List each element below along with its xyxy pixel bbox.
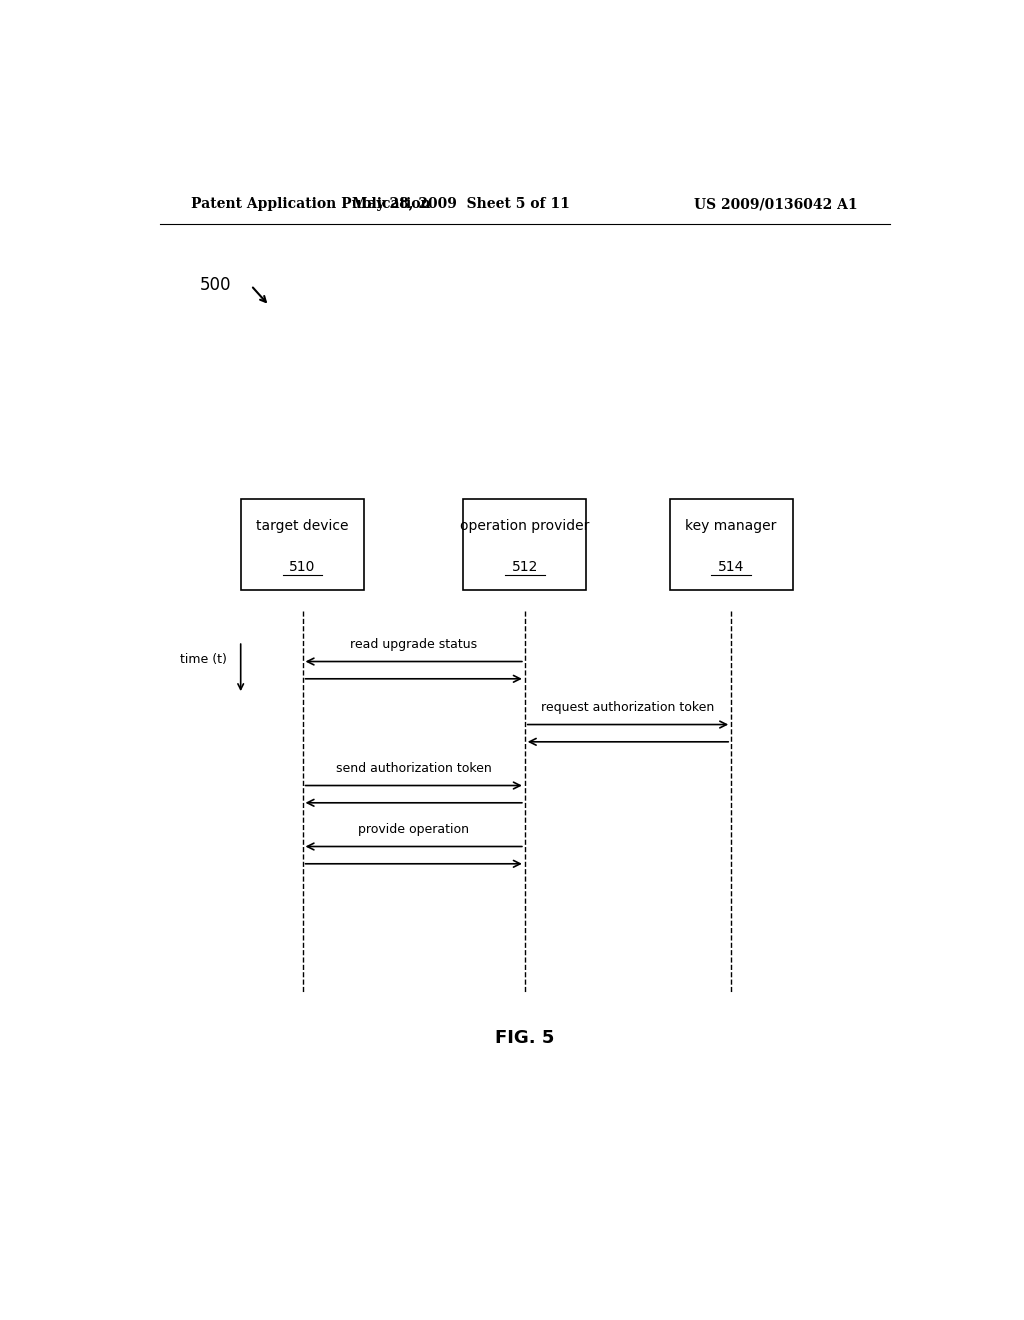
Text: read upgrade status: read upgrade status bbox=[350, 639, 477, 651]
Text: provide operation: provide operation bbox=[358, 824, 469, 837]
Text: 510: 510 bbox=[290, 560, 315, 574]
Text: 514: 514 bbox=[718, 560, 744, 574]
Text: May 28, 2009  Sheet 5 of 11: May 28, 2009 Sheet 5 of 11 bbox=[352, 197, 570, 211]
Text: 500: 500 bbox=[200, 276, 231, 294]
Text: Patent Application Publication: Patent Application Publication bbox=[191, 197, 431, 211]
Text: US 2009/0136042 A1: US 2009/0136042 A1 bbox=[694, 197, 858, 211]
Text: operation provider: operation provider bbox=[460, 519, 590, 533]
Text: request authorization token: request authorization token bbox=[542, 701, 715, 714]
Text: key manager: key manager bbox=[685, 519, 777, 533]
FancyBboxPatch shape bbox=[463, 499, 587, 590]
Text: target device: target device bbox=[256, 519, 349, 533]
Text: send authorization token: send authorization token bbox=[336, 763, 492, 775]
FancyBboxPatch shape bbox=[241, 499, 365, 590]
Text: 512: 512 bbox=[512, 560, 538, 574]
Text: time (t): time (t) bbox=[180, 653, 227, 667]
FancyBboxPatch shape bbox=[670, 499, 793, 590]
Text: FIG. 5: FIG. 5 bbox=[496, 1028, 554, 1047]
